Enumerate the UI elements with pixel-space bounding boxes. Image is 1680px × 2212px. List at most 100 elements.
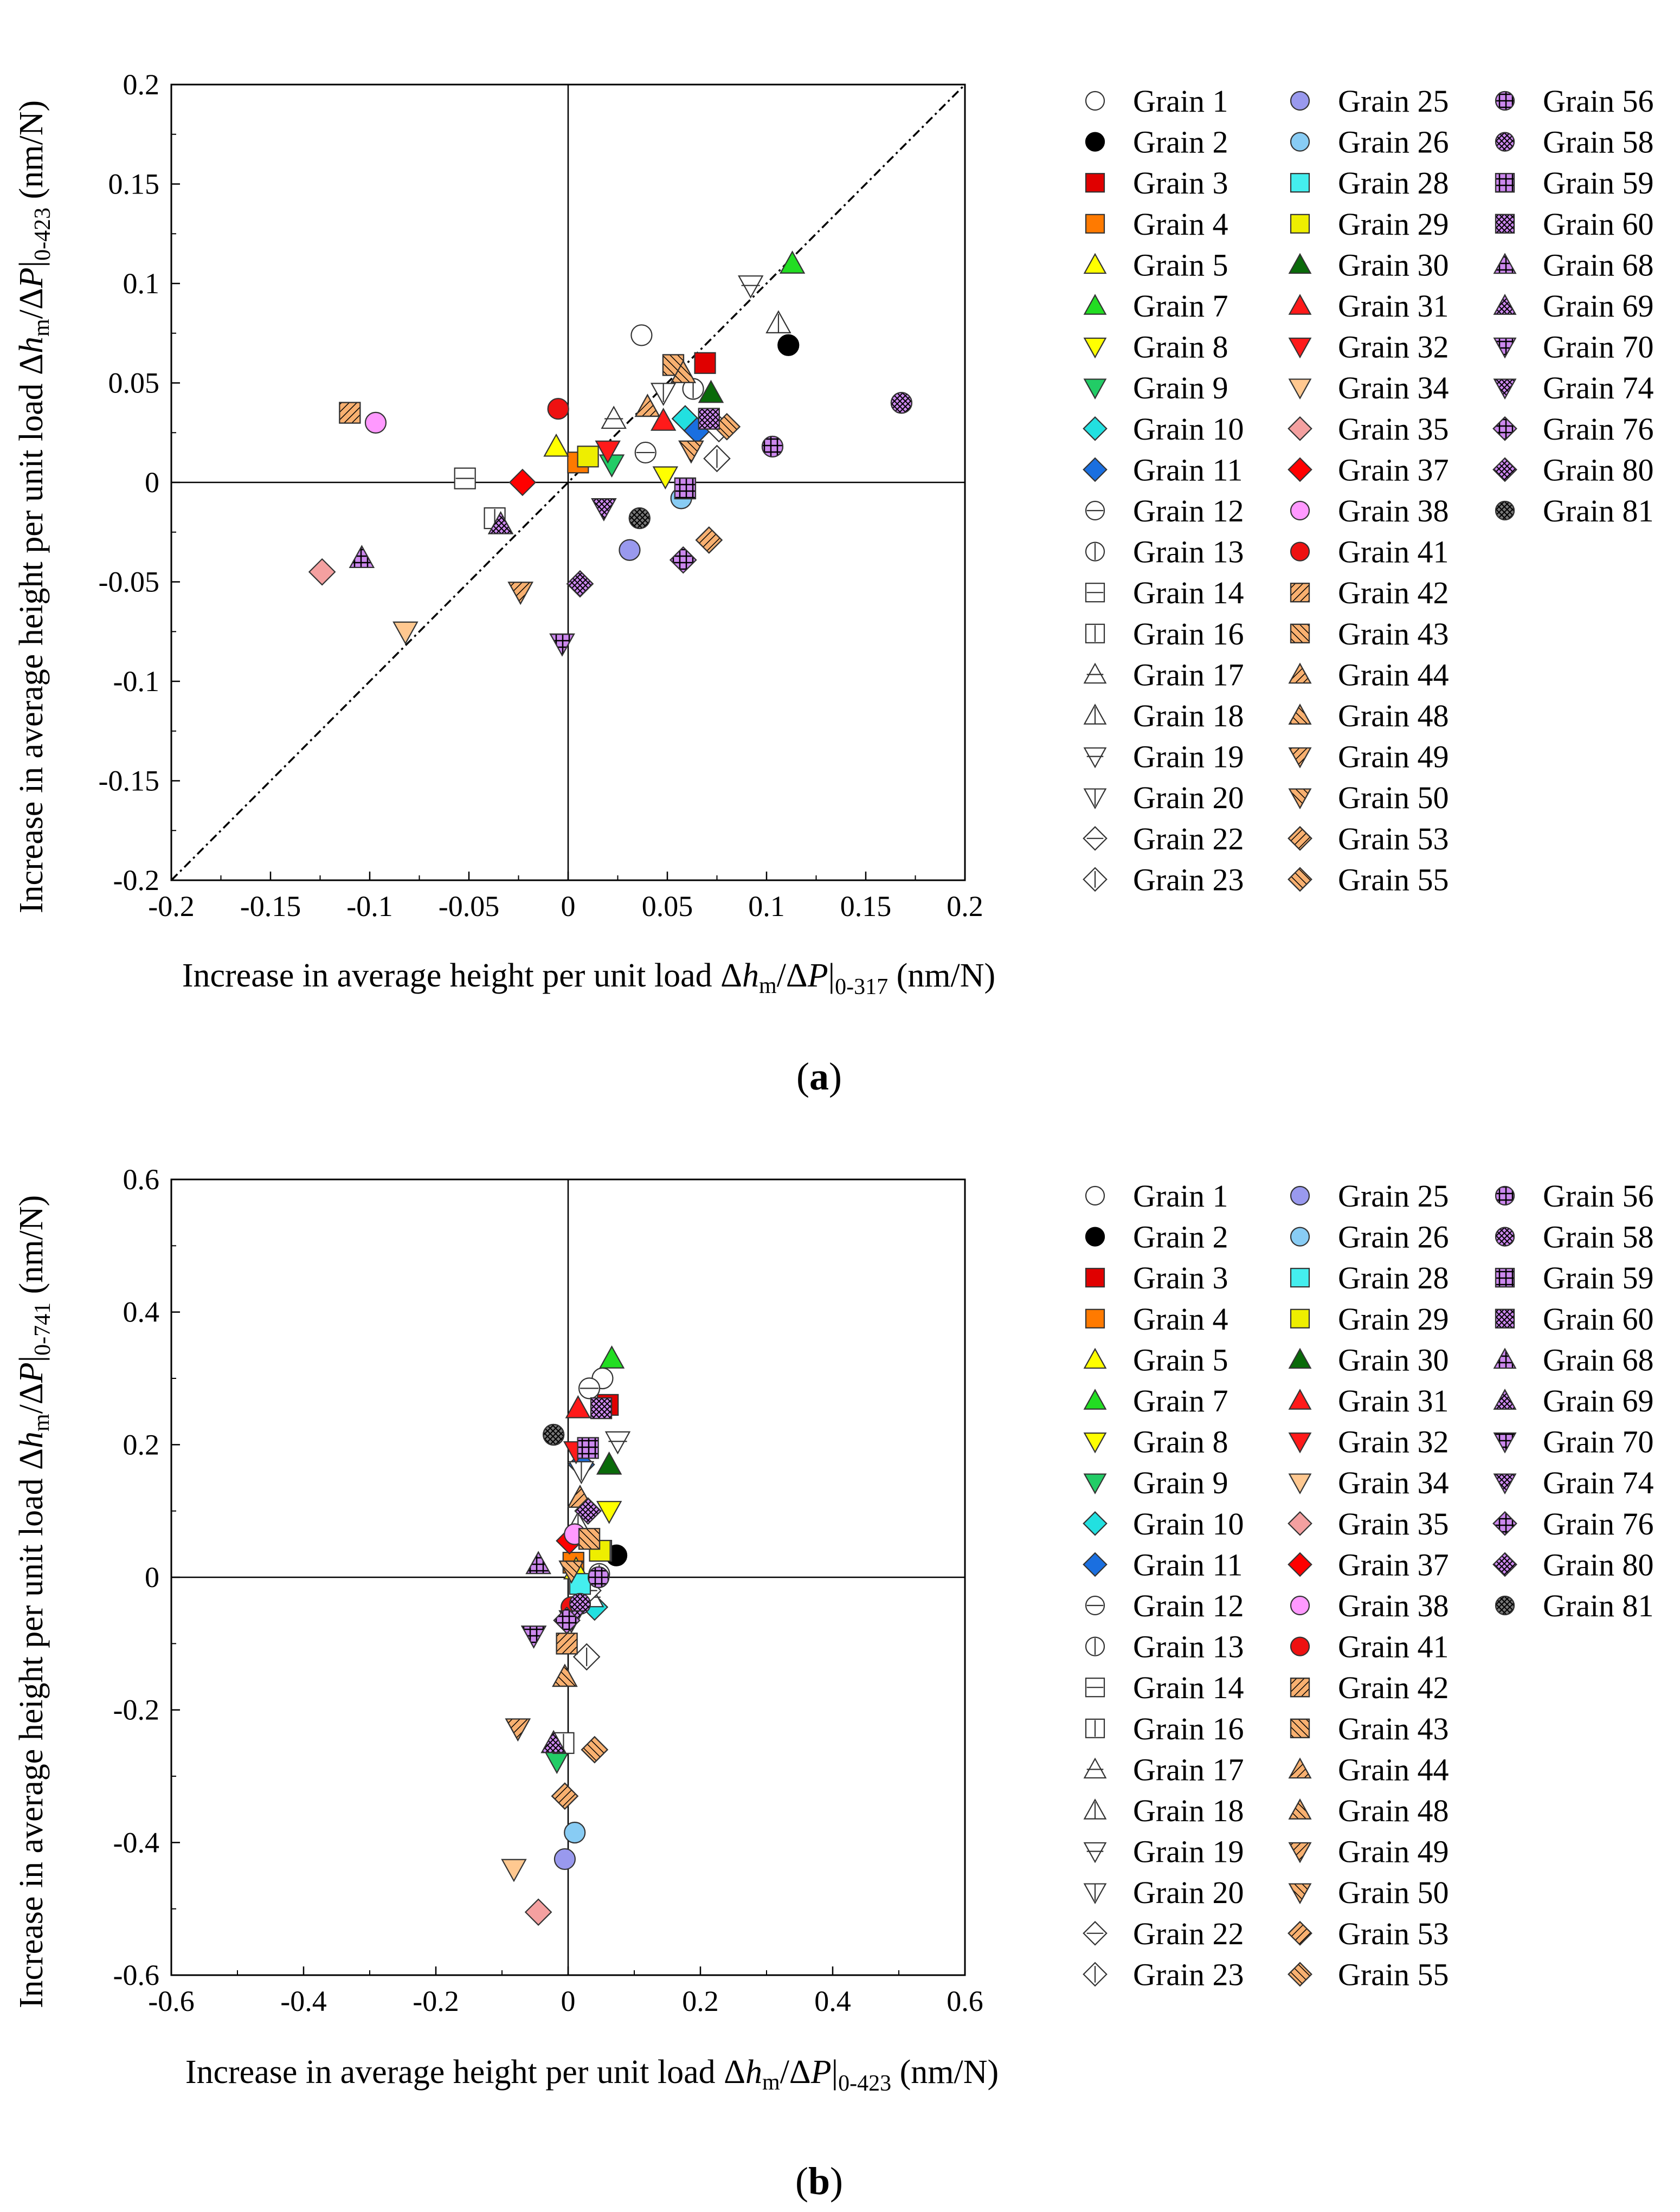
y-tick-label-b: 0 xyxy=(145,1561,159,1594)
data-point-grain-74 xyxy=(591,498,617,521)
legend-label: Grain 25 xyxy=(1338,83,1449,119)
y-label-h-b: h xyxy=(13,1431,50,1448)
legend-marker-grain-3 xyxy=(1085,173,1105,193)
legend-label: Grain 81 xyxy=(1543,493,1654,528)
legend-label: Grain 43 xyxy=(1338,616,1449,652)
legend-marker-grain-26 xyxy=(1290,1227,1310,1247)
data-point-grain-3 xyxy=(694,352,716,374)
x-label-bar-a: | xyxy=(828,957,835,994)
legend-label: Grain 3 xyxy=(1133,165,1228,201)
legend-label: Grain 29 xyxy=(1338,1301,1449,1337)
legend-item-grain-44: Grain 44 xyxy=(1288,657,1449,692)
legend-marker-grain-25 xyxy=(1290,1185,1310,1206)
legend-item-grain-8: Grain 8 xyxy=(1083,1424,1228,1460)
legend-marker-grain-14 xyxy=(1085,1678,1105,1698)
legend-marker-grain-20 xyxy=(1083,1883,1107,1905)
legend-label: Grain 28 xyxy=(1338,1260,1449,1295)
legend-item-grain-26: Grain 26 xyxy=(1290,1220,1449,1255)
legend-item-grain-13: Grain 13 xyxy=(1085,1629,1244,1665)
data-point-grain-7 xyxy=(598,1345,625,1369)
legend-marker-grain-29 xyxy=(1290,1308,1310,1329)
data-point-grain-1 xyxy=(630,324,653,346)
legend-label: Grain 5 xyxy=(1133,1342,1228,1377)
legend-item-grain-25: Grain 25 xyxy=(1290,1178,1449,1214)
x-tick-label-b: 0.4 xyxy=(814,1985,851,2017)
x-label-unit-a: (nm/N) xyxy=(888,957,995,994)
data-point-grain-80 xyxy=(566,570,594,598)
legend-item-grain-7: Grain 7 xyxy=(1083,1383,1228,1418)
legend-item-grain-10: Grain 10 xyxy=(1083,1506,1244,1542)
legend-item-grain-25: Grain 25 xyxy=(1290,83,1449,119)
legend-item-grain-16: Grain 16 xyxy=(1085,616,1244,652)
legend-marker-grain-29 xyxy=(1290,214,1310,234)
legend-item-grain-69: Grain 69 xyxy=(1493,288,1654,324)
legend-marker-grain-1 xyxy=(1085,1185,1105,1206)
legend-marker-grain-2 xyxy=(1085,132,1105,152)
legend-marker-grain-19 xyxy=(1083,747,1107,769)
legend-item-grain-81: Grain 81 xyxy=(1495,1588,1654,1623)
data-point-grain-70 xyxy=(549,633,575,657)
legend-item-grain-35: Grain 35 xyxy=(1288,1506,1449,1542)
legend-label: Grain 30 xyxy=(1338,1342,1449,1377)
data-point-grain-53 xyxy=(551,1782,579,1810)
legend-item-grain-7: Grain 7 xyxy=(1083,288,1228,324)
legend-label: Grain 23 xyxy=(1133,1957,1244,1992)
legend-marker-grain-53 xyxy=(1288,826,1312,851)
y-tick-label-b: 0.2 xyxy=(123,1428,160,1461)
legend-item-grain-3: Grain 3 xyxy=(1085,165,1228,201)
data-point-grain-2 xyxy=(777,334,800,356)
legend-label: Grain 25 xyxy=(1338,1178,1449,1214)
legend-marker-grain-11 xyxy=(1083,457,1108,482)
legend-item-grain-30: Grain 30 xyxy=(1288,247,1449,282)
data-point-grain-35 xyxy=(524,1898,552,1926)
legend-item-grain-13: Grain 13 xyxy=(1085,534,1244,570)
data-point-grain-44 xyxy=(634,394,661,417)
legend-marker-grain-76 xyxy=(1492,416,1517,441)
legend-label: Grain 31 xyxy=(1338,288,1449,324)
legend-item-grain-70: Grain 70 xyxy=(1493,330,1654,365)
legend-marker-grain-74 xyxy=(1493,378,1517,400)
legend-label: Grain 74 xyxy=(1543,1465,1654,1500)
legend-marker-grain-8 xyxy=(1083,337,1107,359)
legend-marker-grain-37 xyxy=(1288,1552,1312,1577)
legend-label: Grain 13 xyxy=(1133,534,1244,570)
panel-caption-b: (b) xyxy=(795,2159,843,2203)
data-point-grain-17 xyxy=(601,405,627,429)
legend-marker-grain-42 xyxy=(1290,583,1310,603)
x-label-text-a: Increase in average height per unit load… xyxy=(182,957,742,994)
legend-item-grain-23: Grain 23 xyxy=(1083,862,1244,897)
legend-item-grain-56: Grain 56 xyxy=(1495,1178,1654,1214)
legend-label: Grain 42 xyxy=(1338,1670,1449,1705)
x-axis-label-a: Increase in average height per unit load… xyxy=(182,957,995,999)
legend-item-grain-26: Grain 26 xyxy=(1290,125,1449,160)
legend-label: Grain 29 xyxy=(1338,207,1449,242)
data-point-grain-50 xyxy=(558,1560,584,1584)
legend-marker-grain-4 xyxy=(1085,214,1105,234)
legend-label: Grain 2 xyxy=(1133,125,1228,160)
y-tick-label-a: 0.15 xyxy=(108,168,160,201)
legend-marker-grain-48 xyxy=(1288,704,1312,725)
legend-item-grain-22: Grain 22 xyxy=(1083,821,1244,856)
legend-item-grain-43: Grain 43 xyxy=(1290,1711,1449,1746)
legend-item-grain-22: Grain 22 xyxy=(1083,1916,1244,1951)
data-point-grain-58 xyxy=(890,392,912,414)
legend-label: Grain 26 xyxy=(1338,1220,1449,1255)
legend-marker-grain-17 xyxy=(1083,1757,1107,1779)
legend-marker-grain-59 xyxy=(1495,173,1515,193)
data-point-grain-37 xyxy=(508,468,537,496)
legend-item-grain-29: Grain 29 xyxy=(1290,1301,1449,1337)
legend-label: Grain 22 xyxy=(1133,821,1244,856)
plot-area-a: -0.2 -0.15 -0.1 -0.05 0 0.05 0.1 0.15 0.2 -0.2 -0.… xyxy=(99,68,983,923)
legend-marker-grain-16 xyxy=(1085,1718,1105,1738)
legend-marker-grain-80 xyxy=(1492,457,1517,482)
x-label-mid-a: /Δ xyxy=(777,957,808,994)
x-tick-label-b: 0.2 xyxy=(682,1985,719,2017)
legend-label: Grain 18 xyxy=(1133,698,1244,733)
legend-label: Grain 28 xyxy=(1338,165,1449,201)
data-point-grain-49 xyxy=(507,582,533,605)
legend-marker-grain-9 xyxy=(1083,1473,1107,1495)
legend-marker-grain-10 xyxy=(1083,416,1108,441)
legend-item-grain-32: Grain 32 xyxy=(1288,330,1449,365)
legend-item-grain-23: Grain 23 xyxy=(1083,1957,1244,1992)
legend-label: Grain 56 xyxy=(1543,83,1654,119)
